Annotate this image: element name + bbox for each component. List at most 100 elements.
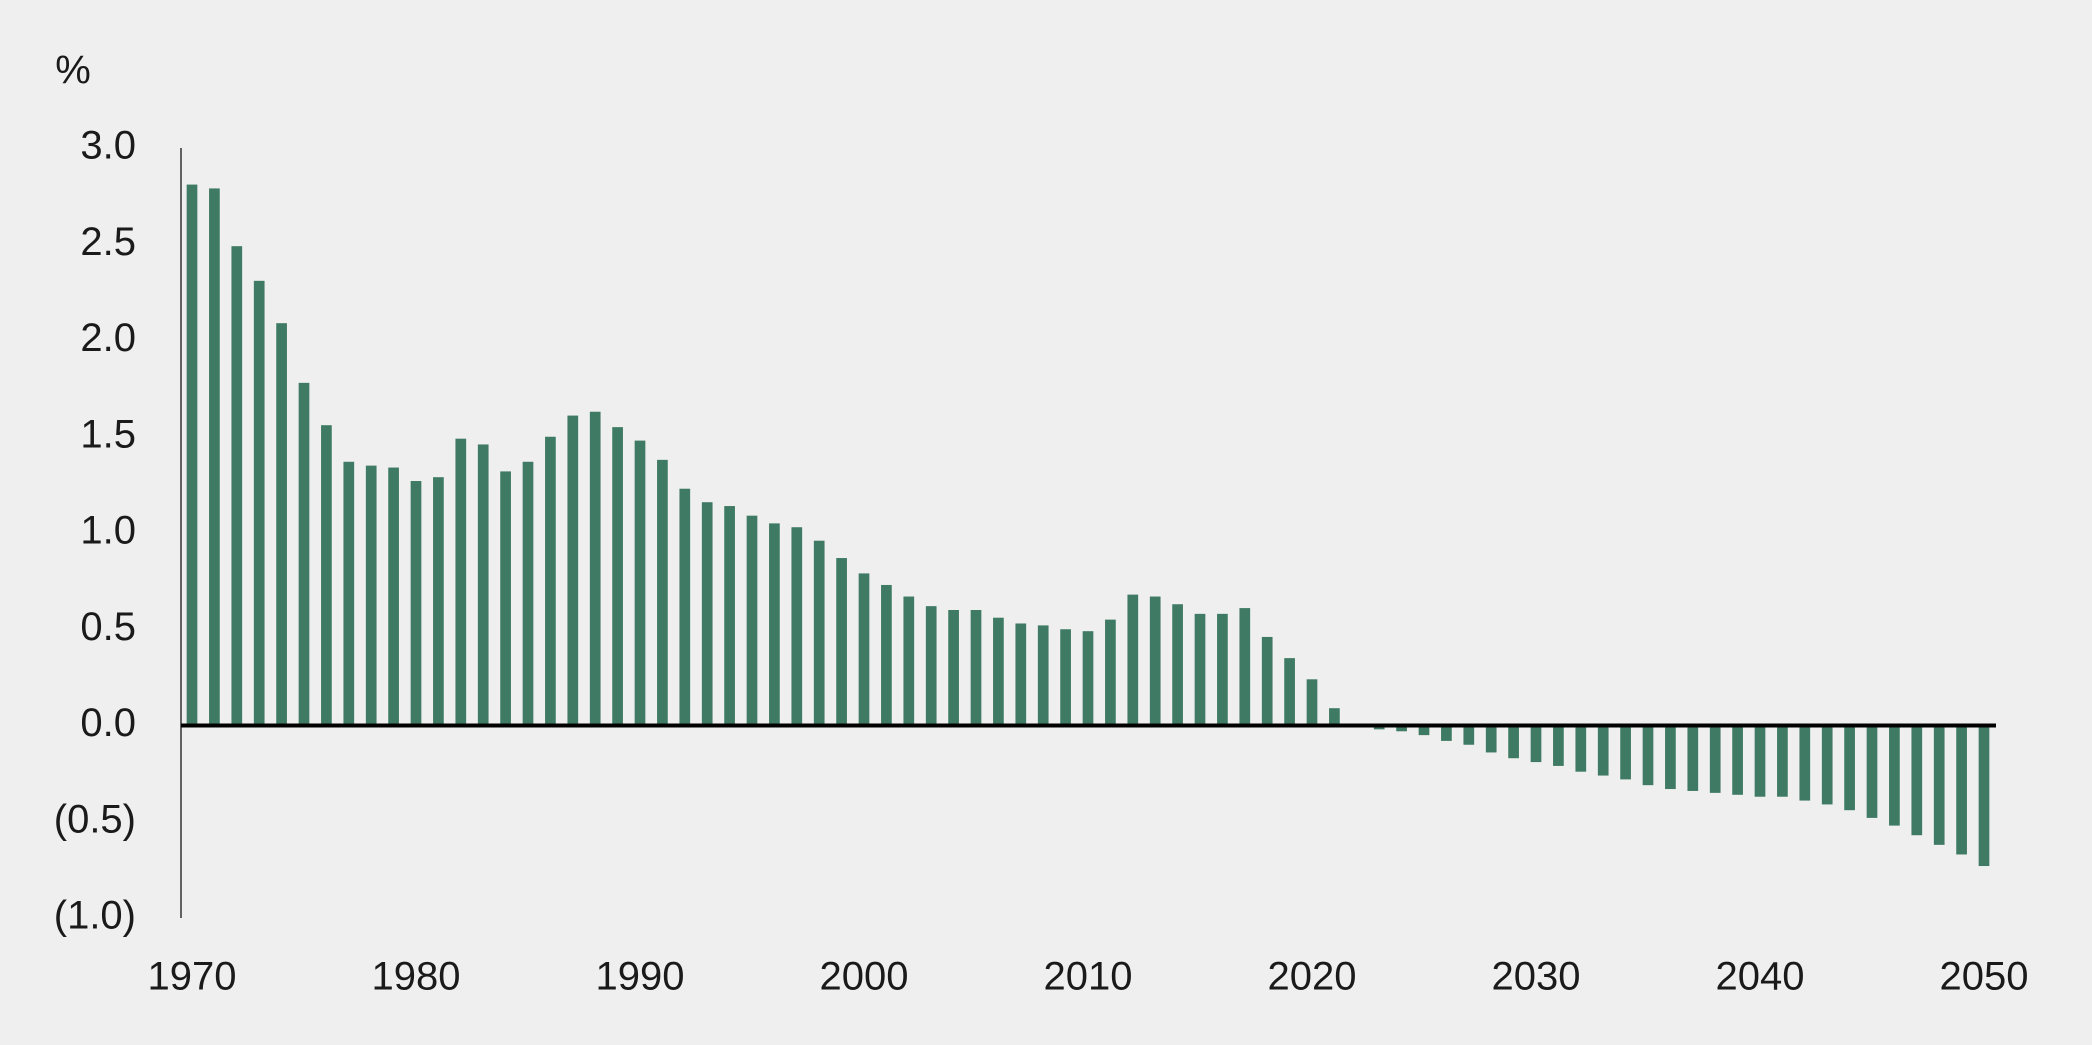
bar	[1642, 725, 1654, 786]
bar	[433, 477, 444, 726]
bar	[1418, 725, 1430, 736]
bar	[1597, 725, 1609, 776]
bar	[724, 506, 735, 726]
bar	[657, 459, 668, 726]
bar	[1127, 594, 1139, 726]
bar	[1844, 725, 1855, 811]
bar	[1194, 613, 1206, 726]
y-tick-label: (0.5)	[54, 797, 136, 841]
bar	[1172, 604, 1183, 726]
bar	[1687, 725, 1699, 791]
bar	[769, 523, 780, 726]
bar	[410, 481, 422, 726]
bar	[209, 188, 220, 726]
bar	[1396, 725, 1407, 732]
bar	[298, 382, 310, 726]
bar	[1217, 613, 1228, 726]
bar	[1306, 679, 1318, 726]
bar	[455, 438, 467, 726]
y-tick-label: (1.0)	[54, 894, 136, 938]
bar	[1665, 725, 1676, 790]
bar	[1060, 629, 1071, 726]
y-tick-label: 0.5	[80, 605, 136, 649]
bar	[679, 488, 691, 726]
x-tick-label: 2000	[820, 955, 909, 999]
bar	[1105, 619, 1116, 726]
bar	[1709, 725, 1721, 793]
bar	[1463, 725, 1475, 745]
bar	[1821, 725, 1833, 805]
bar	[1956, 725, 1967, 855]
bar	[1866, 725, 1878, 818]
bar	[1441, 725, 1452, 741]
x-tick-label: 1990	[596, 955, 685, 999]
x-tick-label: 2050	[1940, 955, 2029, 999]
bar	[1261, 636, 1273, 726]
bar	[925, 606, 937, 726]
bar	[1082, 631, 1094, 726]
y-tick-label: 1.0	[80, 509, 136, 553]
bar	[500, 471, 511, 726]
bar	[1485, 725, 1497, 753]
y-tick-label: 0.0	[80, 701, 136, 745]
bar	[231, 246, 243, 726]
bar	[567, 415, 579, 726]
bar	[343, 461, 355, 726]
bar	[1889, 725, 1900, 826]
x-tick-label: 2030	[1492, 955, 1581, 999]
x-tick-label: 2020	[1268, 955, 1357, 999]
bar	[321, 425, 332, 726]
bar	[1732, 725, 1743, 795]
bar	[1799, 725, 1811, 801]
bar	[1777, 725, 1788, 797]
bar	[948, 610, 959, 726]
bar	[545, 436, 556, 726]
bar	[746, 515, 758, 726]
bar	[1239, 608, 1251, 726]
bar	[276, 323, 287, 726]
bar	[858, 573, 870, 726]
bar	[1508, 725, 1519, 759]
bar	[993, 617, 1004, 726]
y-tick-label: 1.5	[80, 412, 136, 456]
y-tick-label: 2.0	[80, 316, 136, 360]
bar	[1933, 725, 1945, 845]
bar	[701, 502, 713, 726]
bar	[1978, 725, 1990, 867]
bar	[1911, 725, 1923, 836]
bar	[1015, 623, 1027, 726]
bar	[477, 444, 489, 726]
bar	[186, 184, 198, 726]
bar	[1553, 725, 1564, 766]
bar	[634, 440, 646, 726]
bar	[1329, 708, 1340, 726]
x-tick-label: 2010	[1044, 955, 1133, 999]
bar	[791, 527, 803, 726]
x-tick-label: 1970	[148, 955, 237, 999]
x-tick-label: 2040	[1716, 955, 1805, 999]
y-tick-label: 2.5	[80, 220, 136, 264]
bar	[881, 584, 892, 726]
bar	[365, 465, 377, 726]
bar	[836, 558, 847, 726]
bar	[1037, 625, 1049, 726]
bar	[589, 411, 601, 726]
bar	[253, 280, 265, 726]
bar	[612, 427, 623, 726]
bar	[970, 610, 982, 726]
y-tick-label: 3.0	[80, 124, 136, 168]
bar	[1620, 725, 1631, 780]
bar	[388, 467, 399, 726]
bar	[903, 596, 915, 726]
x-tick-label: 1980	[372, 955, 461, 999]
bar	[1149, 596, 1161, 726]
bar	[1284, 658, 1295, 726]
y-axis-label: %	[55, 49, 91, 93]
bar	[1754, 725, 1766, 797]
bar	[1530, 725, 1542, 763]
bar	[1575, 725, 1587, 772]
bar	[522, 461, 534, 726]
bar	[813, 540, 825, 726]
